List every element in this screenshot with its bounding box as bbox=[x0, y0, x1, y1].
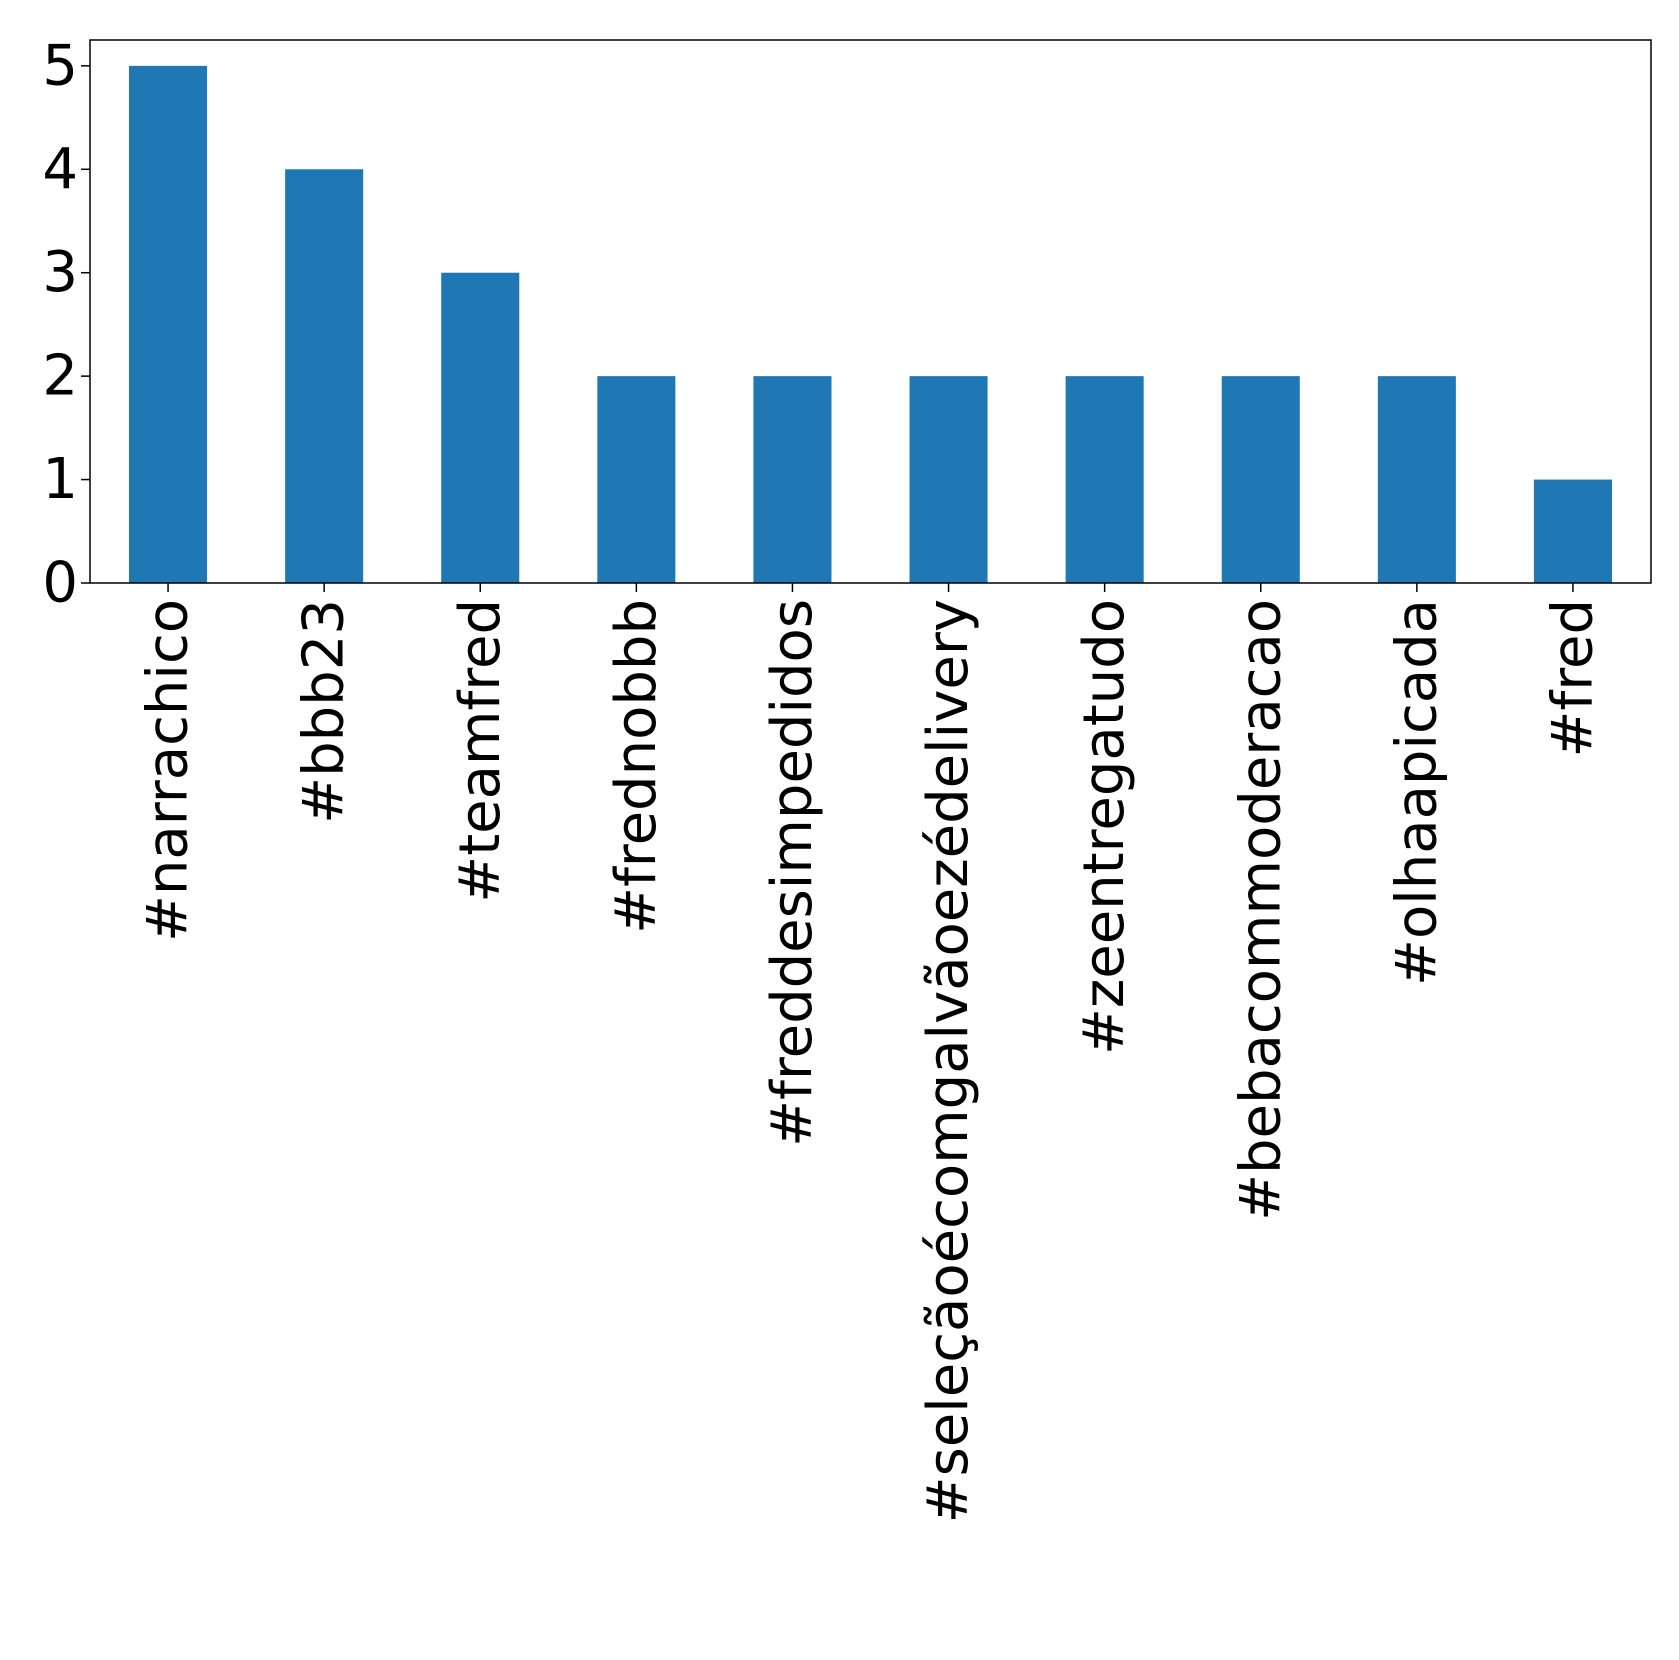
bar-8 bbox=[1377, 376, 1456, 583]
x-tick-label: #seleçãoécomgalvãoezédelivery bbox=[916, 599, 981, 1523]
y-tick-label: 5 bbox=[42, 33, 78, 98]
y-tick-label: 1 bbox=[42, 447, 78, 512]
x-tick-label: #teamfred bbox=[448, 599, 513, 903]
x-tick-label: #bebacommoderacao bbox=[1228, 599, 1293, 1221]
bar-3 bbox=[597, 376, 676, 583]
bar-4 bbox=[753, 376, 832, 583]
bars-group bbox=[129, 65, 1612, 584]
bar-0 bbox=[129, 65, 208, 584]
x-tick-label: #narrachico bbox=[136, 599, 201, 942]
x-tick-label: #freddesimpedidos bbox=[760, 599, 825, 1147]
bar-2 bbox=[441, 272, 520, 583]
y-tick-label: 3 bbox=[42, 240, 78, 305]
y-tick-label: 2 bbox=[42, 344, 78, 409]
plot-frame bbox=[89, 39, 1652, 584]
x-tick-label: #bbb23 bbox=[292, 599, 357, 824]
x-axis: #narrachico #bbb23 #teamfred #frednobbb #fre… bbox=[136, 583, 1605, 1523]
x-tick-label: #zeentregatudo bbox=[1072, 599, 1137, 1055]
x-tick-label: #frednobbb bbox=[604, 599, 669, 934]
x-tick-label: #olhaapicada bbox=[1384, 599, 1449, 986]
y-tick-label: 0 bbox=[42, 551, 78, 616]
bar-6 bbox=[1065, 376, 1144, 583]
x-tick-label: #fred bbox=[1540, 599, 1605, 757]
bar-7 bbox=[1221, 376, 1300, 583]
bar-5 bbox=[909, 376, 988, 583]
bar-9 bbox=[1533, 479, 1612, 583]
bar-1 bbox=[285, 169, 364, 584]
y-axis: 0 1 2 3 4 5 bbox=[42, 33, 90, 616]
y-tick-label: 4 bbox=[42, 137, 78, 202]
